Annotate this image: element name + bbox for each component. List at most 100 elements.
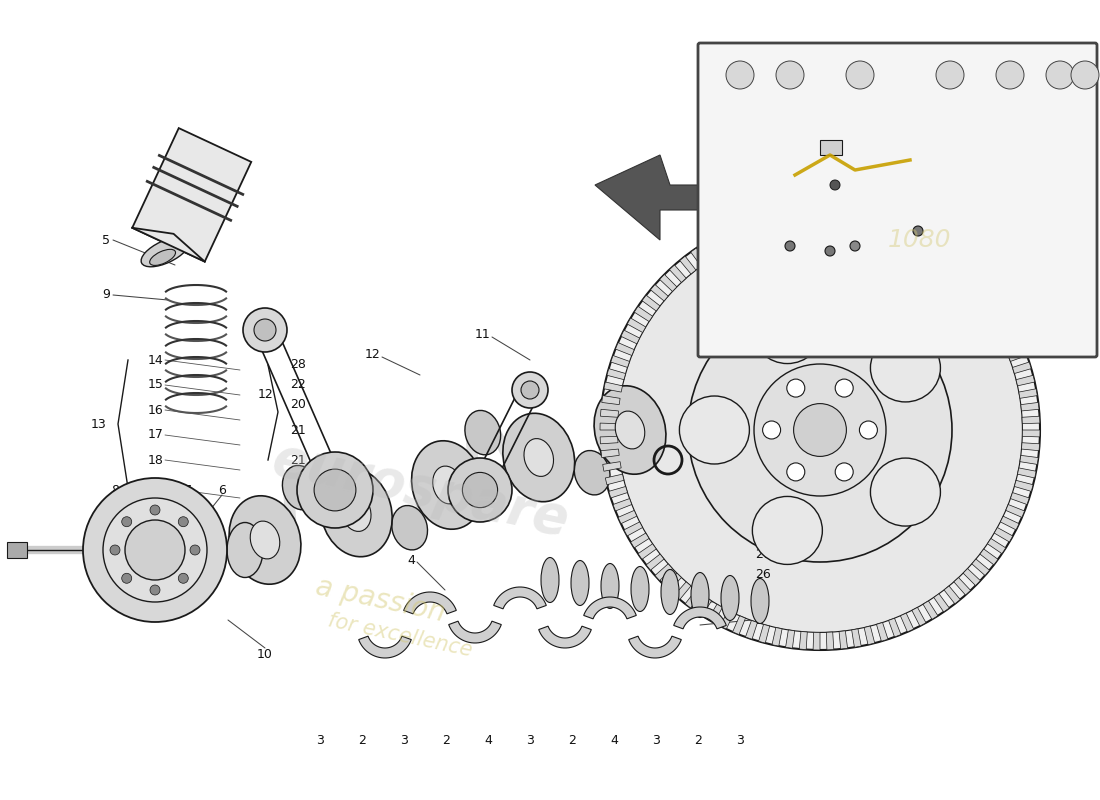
Polygon shape <box>792 211 801 229</box>
Polygon shape <box>449 621 502 643</box>
Polygon shape <box>949 261 966 278</box>
Text: 6: 6 <box>218 483 226 497</box>
Text: 10: 10 <box>257 649 273 662</box>
Polygon shape <box>494 587 547 609</box>
Polygon shape <box>944 586 960 604</box>
Polygon shape <box>980 549 998 565</box>
Polygon shape <box>968 279 984 296</box>
Polygon shape <box>733 616 746 634</box>
Polygon shape <box>620 330 640 344</box>
Polygon shape <box>608 486 627 498</box>
Circle shape <box>825 246 835 256</box>
Circle shape <box>1046 61 1074 89</box>
Ellipse shape <box>250 521 279 559</box>
Text: 23: 23 <box>798 129 813 142</box>
Ellipse shape <box>432 466 462 504</box>
Ellipse shape <box>752 497 823 565</box>
Ellipse shape <box>283 466 318 510</box>
Text: 24: 24 <box>772 303 788 317</box>
Polygon shape <box>759 624 770 643</box>
Polygon shape <box>939 252 955 270</box>
Polygon shape <box>1012 362 1032 374</box>
Polygon shape <box>604 382 623 392</box>
Text: 4: 4 <box>407 554 415 566</box>
Ellipse shape <box>680 396 749 464</box>
Polygon shape <box>691 248 706 266</box>
Ellipse shape <box>141 237 189 266</box>
Ellipse shape <box>227 522 263 578</box>
Polygon shape <box>906 231 920 250</box>
Polygon shape <box>894 226 908 244</box>
Polygon shape <box>630 533 649 548</box>
Ellipse shape <box>341 494 371 531</box>
Ellipse shape <box>503 414 574 502</box>
Polygon shape <box>654 564 672 581</box>
Text: 15: 15 <box>148 378 164 391</box>
Polygon shape <box>746 621 758 639</box>
Polygon shape <box>600 423 618 430</box>
Polygon shape <box>610 355 629 367</box>
Circle shape <box>150 585 160 595</box>
Circle shape <box>776 61 804 89</box>
Ellipse shape <box>594 386 666 474</box>
Ellipse shape <box>870 458 940 526</box>
Polygon shape <box>635 306 652 322</box>
Circle shape <box>913 226 923 236</box>
Ellipse shape <box>465 410 501 455</box>
Circle shape <box>850 241 860 251</box>
Circle shape <box>521 381 539 399</box>
Polygon shape <box>779 213 789 231</box>
Polygon shape <box>726 228 739 247</box>
Ellipse shape <box>661 570 679 614</box>
Text: 12: 12 <box>258 389 274 402</box>
Text: 2: 2 <box>442 734 450 746</box>
Polygon shape <box>584 597 636 619</box>
Polygon shape <box>595 155 770 240</box>
Circle shape <box>254 319 276 341</box>
Polygon shape <box>646 554 664 570</box>
Polygon shape <box>833 210 840 229</box>
Ellipse shape <box>574 450 611 495</box>
Circle shape <box>830 180 840 190</box>
Circle shape <box>243 308 287 352</box>
Ellipse shape <box>150 250 176 266</box>
Polygon shape <box>607 369 626 380</box>
Polygon shape <box>603 462 622 471</box>
Text: 21: 21 <box>290 423 306 437</box>
Text: 21: 21 <box>290 454 306 466</box>
Text: 3: 3 <box>400 734 408 746</box>
Circle shape <box>835 379 854 397</box>
Circle shape <box>178 574 188 583</box>
Polygon shape <box>983 301 1002 316</box>
Polygon shape <box>991 312 1010 327</box>
Polygon shape <box>1014 480 1033 491</box>
Polygon shape <box>912 607 926 626</box>
Text: 3: 3 <box>526 734 534 746</box>
Polygon shape <box>1019 389 1037 398</box>
Polygon shape <box>1003 336 1022 350</box>
Polygon shape <box>1022 442 1040 450</box>
Polygon shape <box>132 128 251 262</box>
Circle shape <box>150 505 160 515</box>
Ellipse shape <box>691 573 710 618</box>
Polygon shape <box>954 578 970 595</box>
Text: 18: 18 <box>148 454 164 466</box>
Polygon shape <box>1022 430 1040 437</box>
Polygon shape <box>539 626 592 648</box>
Text: a passion: a passion <box>312 573 448 627</box>
Polygon shape <box>976 290 993 306</box>
Polygon shape <box>601 410 618 418</box>
Polygon shape <box>772 627 782 646</box>
Polygon shape <box>917 238 932 256</box>
Ellipse shape <box>752 295 823 363</box>
Ellipse shape <box>541 558 559 602</box>
Polygon shape <box>1018 468 1036 478</box>
FancyBboxPatch shape <box>698 43 1097 357</box>
Text: 2: 2 <box>568 734 576 746</box>
Text: 2: 2 <box>359 734 366 746</box>
Text: 17: 17 <box>148 429 164 442</box>
Polygon shape <box>702 241 717 259</box>
Polygon shape <box>618 510 637 524</box>
Polygon shape <box>752 218 763 238</box>
Circle shape <box>786 379 805 397</box>
